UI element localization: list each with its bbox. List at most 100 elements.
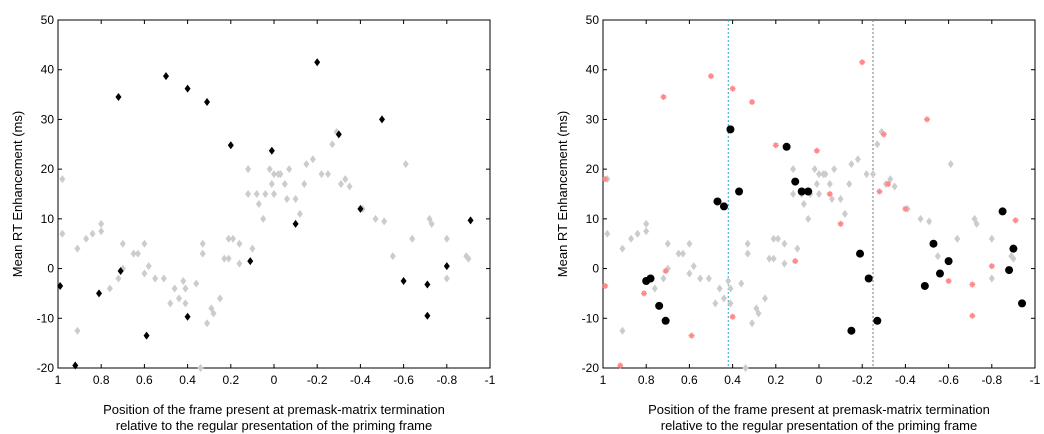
data-point <box>679 249 686 258</box>
data-point <box>199 239 206 248</box>
data-point <box>854 155 861 164</box>
data-point <box>221 254 228 263</box>
data-point <box>268 146 275 155</box>
data-point <box>744 249 751 258</box>
data-point <box>969 312 976 319</box>
data-point <box>245 190 252 198</box>
x-axis-label-line2: relative to the regular presentation of … <box>661 418 978 433</box>
data-point <box>863 170 870 179</box>
data-point <box>72 361 79 370</box>
x-tick-label: 0.6 <box>136 373 153 387</box>
data-point <box>400 277 407 285</box>
data-point <box>74 244 81 253</box>
data-point <box>770 254 777 263</box>
data-point <box>800 199 807 208</box>
data-point <box>726 125 735 134</box>
data-point <box>96 289 103 298</box>
data-point <box>346 182 353 191</box>
data-point <box>837 194 844 203</box>
data-point <box>874 140 881 149</box>
data-point <box>880 131 887 138</box>
x-tick-label: -0.4 <box>895 373 916 387</box>
y-tick-label: 50 <box>586 13 600 27</box>
x-tick-label: 0.2 <box>767 373 784 387</box>
data-point <box>210 309 217 318</box>
data-point <box>182 299 189 308</box>
data-point <box>303 160 310 169</box>
data-point <box>660 94 667 101</box>
data-point <box>262 190 269 198</box>
data-point <box>443 234 450 243</box>
data-point <box>372 214 379 223</box>
data-point <box>643 227 650 236</box>
chart-2: 1 0.8 0.6 0.4 0.2 0 -0.2 -0.4 -0.6 -0.8 -1 -20 -10 0 1… <box>555 13 1041 433</box>
data-point <box>660 274 667 283</box>
x-axis-label-line1: Position of the frame present at premask… <box>648 402 990 417</box>
data-point <box>973 219 980 228</box>
data-point <box>935 269 944 278</box>
data-point <box>831 165 838 174</box>
data-point <box>988 274 995 283</box>
data-point <box>646 274 655 283</box>
data-point <box>720 294 727 303</box>
data-point <box>180 277 187 285</box>
data-point <box>292 219 299 228</box>
data-point <box>424 280 431 289</box>
y-tick-label: 30 <box>586 112 600 126</box>
data-point <box>357 204 364 213</box>
data-point <box>602 282 609 289</box>
data-point <box>204 98 211 107</box>
data-point <box>409 234 416 243</box>
data-point <box>465 254 472 263</box>
x-tick-label: -0.8 <box>981 373 1002 387</box>
data-point <box>236 259 243 268</box>
y-tick-label: -10 <box>37 311 55 325</box>
data-point <box>816 170 822 179</box>
x-tick-label: -0.6 <box>938 373 959 387</box>
data-point <box>145 262 152 271</box>
data-point <box>762 294 768 303</box>
data-point <box>318 170 325 179</box>
x-tick-label: 0.2 <box>222 373 239 387</box>
data-point <box>954 234 961 243</box>
data-point <box>236 239 243 248</box>
y-tick-label: -20 <box>37 361 55 375</box>
y-axis-label: Mean RT Enhancement (ms) <box>555 111 570 277</box>
data-point <box>729 85 736 92</box>
data-point <box>781 239 788 248</box>
y-tick-label: 10 <box>41 212 55 226</box>
data-point <box>885 181 892 188</box>
data-point <box>719 202 728 211</box>
data-point <box>749 99 756 106</box>
data-point <box>917 214 924 223</box>
data-point <box>225 234 232 243</box>
data-point <box>152 274 159 283</box>
data-point <box>651 284 658 293</box>
data-point <box>443 262 450 271</box>
data-point <box>271 170 277 179</box>
data-point <box>424 311 431 320</box>
x-tick-label: -1 <box>485 373 496 387</box>
data-point <box>643 219 650 228</box>
data-point <box>106 284 113 293</box>
data-point <box>873 316 882 325</box>
data-point <box>772 142 779 149</box>
data-point <box>141 269 148 278</box>
data-point <box>848 160 855 169</box>
data-point <box>1010 254 1017 263</box>
data-point <box>217 294 223 303</box>
data-point <box>790 165 797 174</box>
data-point <box>617 362 624 369</box>
data-point <box>89 229 96 238</box>
data-point <box>1012 217 1019 224</box>
data-point <box>292 194 299 203</box>
y-tick-label: -10 <box>582 311 600 325</box>
x-tick-label: 0 <box>816 373 823 387</box>
data-point <box>934 252 941 261</box>
data-point <box>735 187 744 196</box>
data-point <box>837 220 844 227</box>
data-point <box>245 165 252 174</box>
data-point <box>184 312 191 321</box>
x-tick-label: 0 <box>271 373 278 387</box>
data-point <box>924 116 930 123</box>
